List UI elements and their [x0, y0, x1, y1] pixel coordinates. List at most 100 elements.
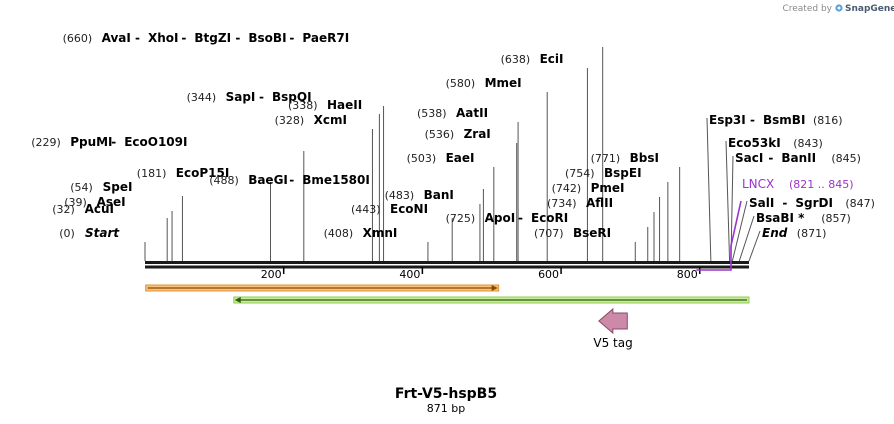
enzyme-name: SacI — [735, 151, 763, 165]
backbone-bottom-strand — [145, 265, 749, 269]
site-label-haeii: (338) HaeII — [288, 98, 362, 112]
site-position: (0) — [59, 227, 75, 240]
site-position: (536) — [425, 128, 455, 141]
site-separator: - — [518, 211, 523, 225]
enzyme-name: SpeI — [103, 180, 133, 194]
site-position: (538) — [417, 107, 447, 120]
site-position: (871) — [797, 227, 827, 240]
site-label-bani: (483) BanI — [385, 188, 454, 202]
site-position: (638) — [501, 53, 531, 66]
site-position: (660) — [63, 32, 93, 45]
site-position: (328) — [275, 114, 305, 127]
site-label-bsabi: BsaBI * (857) — [756, 211, 851, 225]
credit-text: Created by — [782, 4, 832, 14]
enzyme-name: PpuMI — [70, 135, 112, 149]
site-label-esp3i: Esp3I - BsmBI (816) — [709, 113, 843, 127]
enzyme-name: SgrDI — [795, 196, 833, 210]
enzyme-name: SapI — [226, 90, 256, 104]
site-separator: - — [782, 196, 787, 210]
site-line-eco53ki — [725, 140, 731, 262]
site-separator: - — [289, 31, 294, 45]
enzyme-name: Bme1580I — [302, 173, 370, 187]
features — [145, 284, 750, 304]
site-label-zrai: (536) ZraI — [425, 127, 491, 141]
site-separator: - — [768, 151, 773, 165]
site-position: (39) — [64, 196, 87, 209]
snapgene-brand: SnapGene — [845, 4, 894, 14]
enzyme-name: End — [762, 226, 788, 240]
site-label-acui: (32) AcuI — [52, 202, 114, 216]
site-label-sali: SalI - SgrDI (847) — [749, 196, 875, 210]
enzyme-name: PmeI — [591, 181, 625, 195]
site-position: (857) — [821, 212, 851, 225]
enzyme-name: BbsI — [630, 151, 659, 165]
site-position: (408) — [324, 227, 354, 240]
site-position: (754) — [565, 167, 595, 180]
site-separator: - — [289, 173, 294, 187]
site-position: (32) — [52, 203, 75, 216]
enzyme-name: XmnI — [363, 226, 398, 240]
enzyme-name: HaeII — [327, 98, 362, 112]
site-position: (847) — [845, 197, 875, 210]
site-position: (725) — [446, 212, 476, 225]
map-length: 871 bp — [427, 402, 465, 415]
site-label-apoi: (725) ApoI - EcoRI — [446, 211, 569, 225]
feature-green-orf — [233, 296, 750, 304]
enzyme-name: Start — [85, 226, 120, 240]
enzyme-name: ApoI — [485, 211, 516, 225]
enzyme-name: AatII — [456, 106, 488, 120]
site-position: (843) — [793, 137, 823, 150]
site-label-xcmi: (328) XcmI — [275, 113, 347, 127]
site-label-bspei: (754) BspEI — [565, 166, 642, 180]
site-label-end: End (871) — [762, 226, 826, 240]
enzyme-name: BtgZI — [194, 31, 231, 45]
site-label-econi: (443) EcoNI — [351, 202, 428, 216]
site-separator: - — [235, 31, 240, 45]
site-label-bseri: (707) BseRI — [534, 226, 611, 240]
site-line-end — [748, 230, 761, 262]
site-position: (580) — [446, 77, 476, 90]
site-position: (816) — [813, 114, 843, 127]
feature-orange-orf — [145, 284, 500, 292]
site-separator: - — [135, 31, 140, 45]
site-position: (181) — [137, 167, 167, 180]
site-position: (734) — [547, 197, 577, 210]
enzyme-name: ZraI — [464, 127, 491, 141]
primer-lncx-range: (821 .. 845) — [789, 178, 854, 191]
site-position: (338) — [288, 99, 318, 112]
enzyme-name: BaeGI — [248, 173, 288, 187]
ruler-tick-label: 600 — [538, 268, 559, 281]
credit: Created by SnapGene — [782, 4, 894, 14]
ruler: 200 400 600 800 — [261, 267, 701, 281]
site-position: (229) — [31, 136, 61, 149]
enzyme-name: AcuI — [85, 202, 114, 216]
site-label-mmei: (580) MmeI — [446, 76, 522, 90]
enzyme-name: BspQI — [272, 90, 312, 104]
site-label-aflii: (734) AflII — [547, 196, 613, 210]
site-position: (845) — [831, 152, 861, 165]
site-position: (54) — [70, 181, 93, 194]
ruler-tick-label: 800 — [677, 268, 698, 281]
enzyme-name: AflII — [586, 196, 613, 210]
site-label-sapi: (344) SapI - BspQI — [187, 90, 312, 104]
site-position: (707) — [534, 227, 564, 240]
site-separator: - — [750, 113, 755, 127]
site-line-bsabi — [738, 215, 755, 262]
v5-tag-arrow — [598, 307, 628, 335]
sequence-backbone — [145, 261, 749, 269]
enzyme-name: EcoP15I — [176, 166, 230, 180]
site-position: (488) — [209, 174, 239, 187]
primer-lncx-label: LNCX — [742, 177, 774, 191]
site-line-sali — [731, 200, 748, 262]
enzyme-name: EcoRI — [531, 211, 568, 225]
enzyme-name: Eco53kI — [728, 136, 781, 150]
site-label-baegi: (488) BaeGI - Bme1580I — [209, 173, 370, 187]
site-label-xmni: (408) XmnI — [324, 226, 398, 240]
enzyme-name: BsaBI * — [756, 211, 805, 225]
snapgene-logo-icon — [835, 4, 843, 12]
enzyme-name: BspEI — [604, 166, 642, 180]
site-label-saci: SacI - BanII (845) — [735, 151, 861, 165]
site-position: (742) — [552, 182, 582, 195]
enzyme-name: BanII — [781, 151, 816, 165]
enzyme-name: EciI — [540, 52, 564, 66]
